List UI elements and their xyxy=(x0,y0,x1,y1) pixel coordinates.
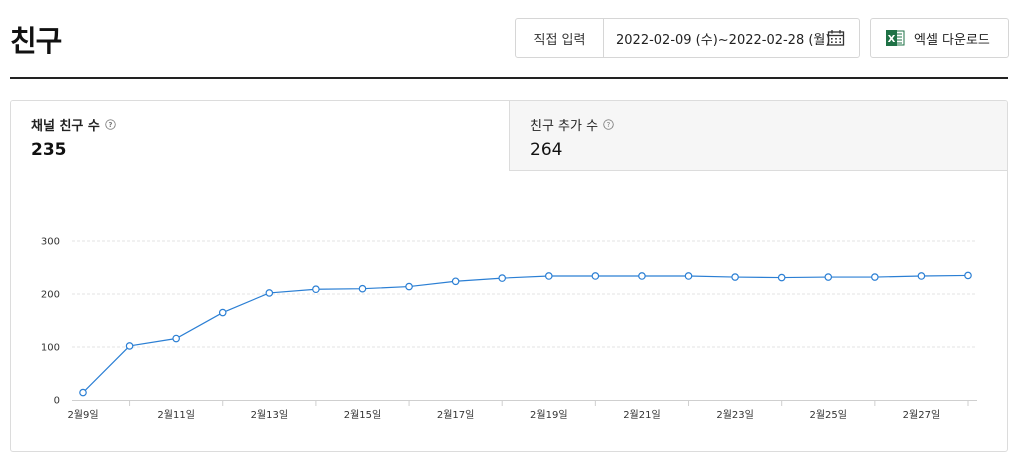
svg-text:?: ? xyxy=(108,121,112,129)
data-point xyxy=(638,272,646,280)
x-tick-label: 2월11일 xyxy=(157,409,195,421)
data-point xyxy=(964,271,972,280)
x-tick-label: 2월17일 xyxy=(437,409,475,421)
x-tick-label: 2월27일 xyxy=(903,409,941,421)
date-range-value[interactable]: 2022-02-09 (수)~2022-02-28 (월) xyxy=(616,32,831,48)
data-point xyxy=(684,272,693,280)
data-point xyxy=(405,282,413,291)
y-tick-label: 200 xyxy=(41,290,60,301)
page-title: 친구 xyxy=(10,24,62,58)
x-tick-label: 2월13일 xyxy=(251,409,289,421)
data-point xyxy=(498,274,507,282)
x-tick-label: 2월15일 xyxy=(344,409,382,421)
x-tick-label: 2월9일 xyxy=(67,409,98,421)
series-line xyxy=(82,274,969,394)
data-point xyxy=(125,342,134,350)
data-point xyxy=(591,272,600,280)
excel-download-button[interactable]: X 엑셀 다운로드 xyxy=(870,18,1009,58)
calendar-icon[interactable] xyxy=(827,29,845,47)
tab-friends-added[interactable]: 친구 추가 수 ? 264 xyxy=(509,101,1007,171)
data-point xyxy=(731,273,739,281)
tab-channel-friends-value: 235 xyxy=(31,140,67,160)
x-tick-label: 2월21일 xyxy=(623,409,661,421)
tab-channel-friends-label: 채널 친구 수 xyxy=(31,119,100,134)
data-point xyxy=(451,277,460,286)
data-point xyxy=(218,308,227,317)
date-range-picker[interactable]: 직접 입력 2022-02-09 (수)~2022-02-28 (월) xyxy=(515,18,860,58)
tab-channel-friends[interactable]: 채널 친구 수 ? 235 xyxy=(11,101,509,171)
data-point xyxy=(358,284,367,293)
data-point xyxy=(312,285,320,294)
data-point xyxy=(79,388,87,397)
data-point xyxy=(172,334,180,343)
y-tick-label: 0 xyxy=(54,396,60,407)
data-point xyxy=(871,273,879,281)
title-divider xyxy=(10,77,1008,79)
y-tick-label: 300 xyxy=(41,237,60,248)
svg-text:?: ? xyxy=(607,121,611,129)
help-icon[interactable]: ? xyxy=(603,119,614,130)
data-point xyxy=(824,273,833,281)
data-point xyxy=(917,272,926,280)
stats-panel: 채널 친구 수 ? 235 친구 추가 수 ? 264 xyxy=(10,100,1008,452)
svg-text:X: X xyxy=(888,34,896,45)
x-tick-label: 2월23일 xyxy=(716,409,754,421)
tab-friends-added-value: 264 xyxy=(530,140,563,160)
data-point xyxy=(544,272,553,280)
excel-icon: X xyxy=(886,30,905,46)
y-tick-label: 100 xyxy=(41,343,60,354)
date-mode-label[interactable]: 직접 입력 xyxy=(516,19,604,57)
excel-download-label: 엑셀 다운로드 xyxy=(914,32,990,48)
data-point xyxy=(265,289,274,297)
tab-friends-added-label: 친구 추가 수 xyxy=(530,119,599,134)
x-tick-label: 2월25일 xyxy=(810,409,848,421)
x-tick-label: 2월19일 xyxy=(530,409,568,421)
data-point xyxy=(777,273,786,282)
help-icon[interactable]: ? xyxy=(105,119,116,130)
